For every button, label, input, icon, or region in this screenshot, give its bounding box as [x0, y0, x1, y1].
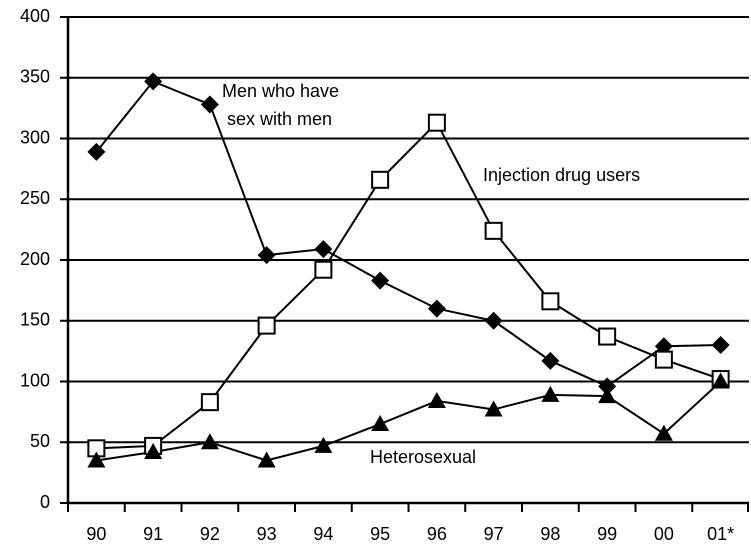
point — [598, 327, 617, 346]
point — [200, 95, 219, 114]
point — [87, 451, 106, 468]
series-line — [95, 80, 721, 388]
y-tick-label: 150 — [20, 310, 50, 330]
point — [427, 299, 446, 318]
point — [257, 246, 276, 265]
x-tick-label: 97 — [484, 524, 504, 544]
x-tick-label: 93 — [257, 524, 277, 544]
point — [654, 424, 673, 441]
point — [711, 372, 730, 389]
point — [654, 350, 673, 369]
x-tick-label: 99 — [597, 524, 617, 544]
series-annotation: Men who have sex with men — [222, 81, 339, 129]
point — [144, 72, 163, 91]
series-line — [96, 121, 721, 450]
point — [484, 221, 503, 240]
point — [257, 316, 276, 335]
point — [371, 170, 390, 189]
x-tick-label: 00 — [654, 524, 674, 544]
point — [484, 311, 503, 330]
point — [427, 113, 446, 132]
x-tick-label: 90 — [86, 524, 106, 544]
x-tick-label: 91 — [143, 524, 163, 544]
y-tick-label: 0 — [40, 492, 50, 512]
point — [314, 436, 333, 453]
y-tick-label: 100 — [20, 370, 50, 390]
x-tick-label: 96 — [427, 524, 447, 544]
point — [371, 271, 390, 290]
x-tick-label: 92 — [200, 524, 220, 544]
y-tick-label: 300 — [20, 127, 50, 147]
y-tick-label: 400 — [20, 6, 50, 26]
point — [541, 351, 560, 370]
y-tick-label: 50 — [30, 431, 50, 451]
point — [200, 433, 219, 450]
series-annotation: Heterosexual — [370, 447, 476, 467]
point — [200, 393, 219, 412]
point — [541, 292, 560, 311]
point — [144, 442, 163, 459]
x-tick-label: 94 — [313, 524, 333, 544]
x-tick-label: 01* — [707, 524, 734, 544]
point — [484, 400, 503, 417]
series-line — [96, 380, 722, 462]
point — [314, 260, 333, 279]
point — [598, 377, 617, 396]
y-tick-label: 250 — [20, 188, 50, 208]
point — [314, 240, 333, 259]
y-tick-label: 200 — [20, 249, 50, 269]
y-tick-label: 350 — [20, 67, 50, 87]
point — [598, 387, 617, 404]
x-tick-label: 98 — [540, 524, 560, 544]
point — [541, 385, 560, 402]
point — [257, 451, 276, 468]
series-annotation: Injection drug users — [483, 165, 640, 185]
point — [87, 142, 106, 161]
x-tick-label: 95 — [370, 524, 390, 544]
point — [427, 391, 446, 408]
point — [371, 415, 390, 432]
point — [711, 336, 730, 355]
